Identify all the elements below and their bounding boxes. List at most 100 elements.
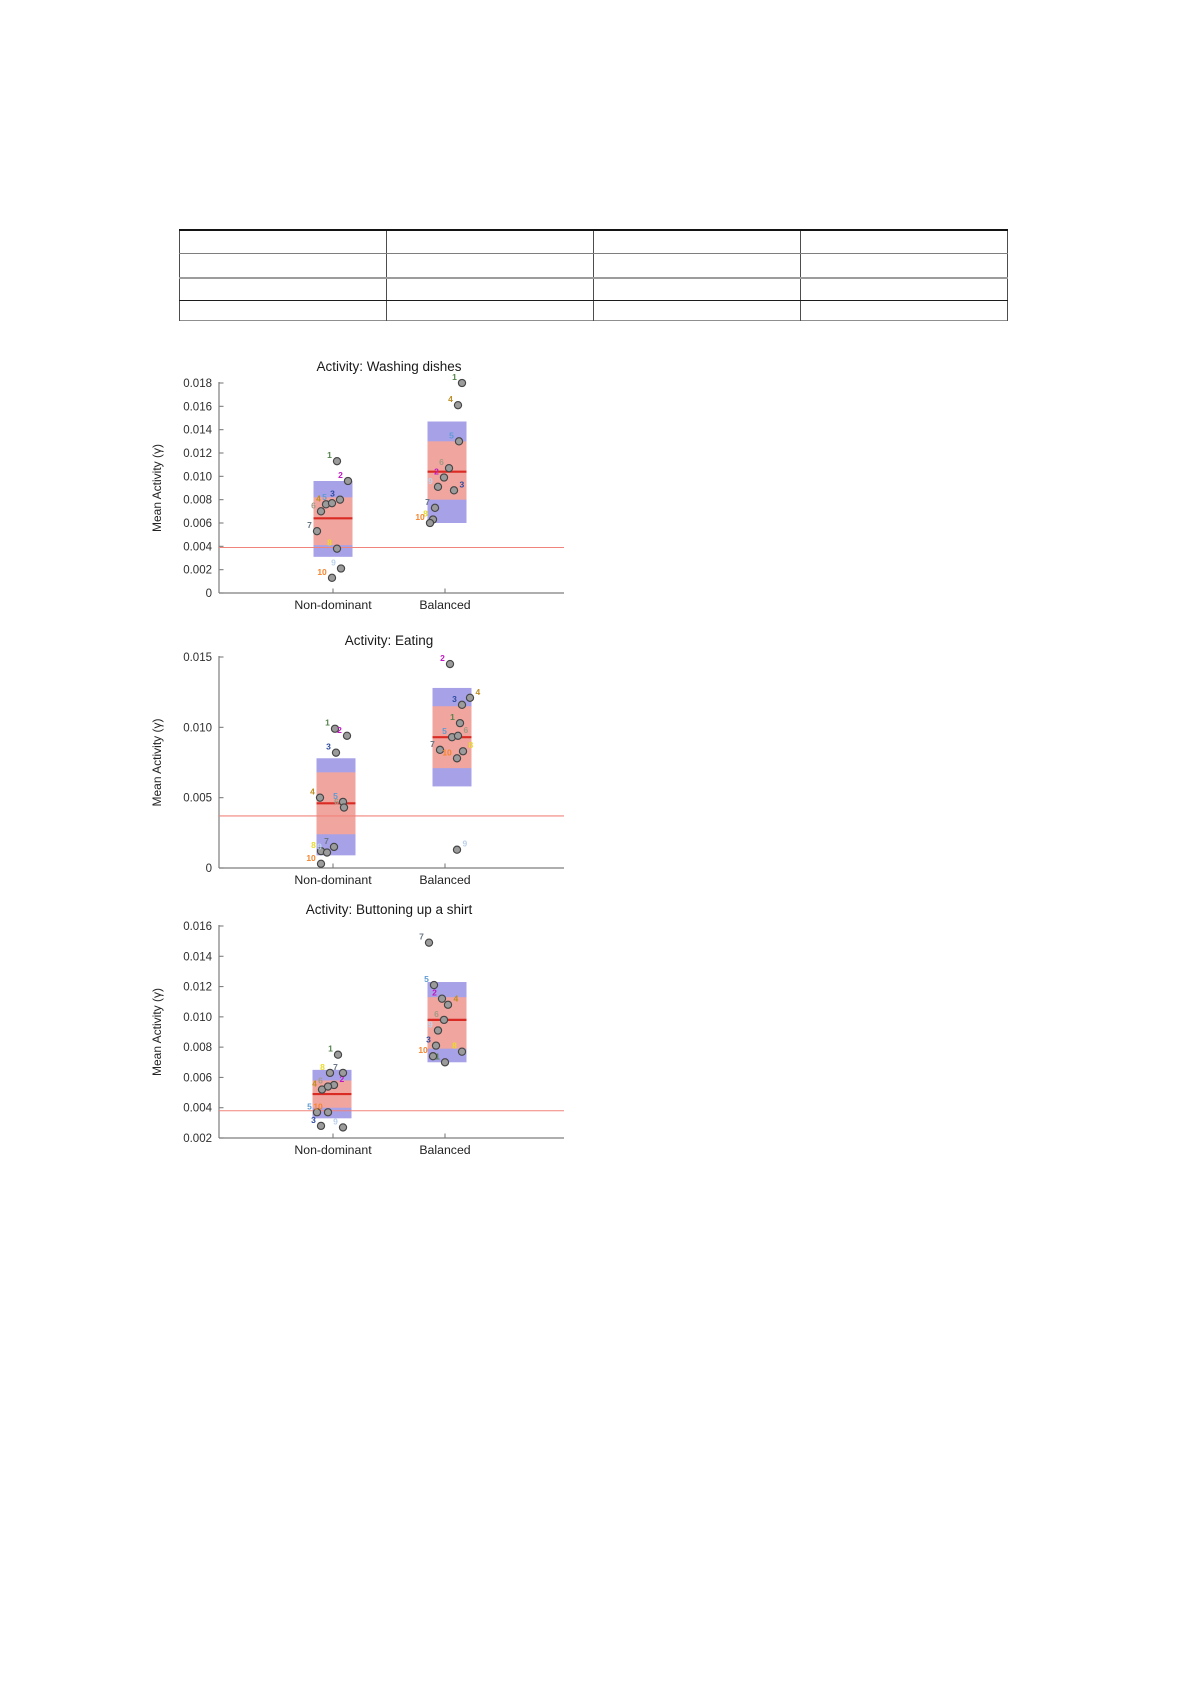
x-tick-label: Non-dominant <box>294 1143 372 1157</box>
y-tick-label: 0.012 <box>183 982 212 994</box>
subject-label: 2 <box>432 988 437 998</box>
subject-label: 10 <box>317 567 327 577</box>
data-point-subject-4 <box>315 793 325 802</box>
table-cell <box>179 253 387 279</box>
x-tick-label: Balanced <box>419 598 470 612</box>
data-point-subject-10 <box>327 573 337 583</box>
subject-label: 2 <box>440 653 445 663</box>
activity-chart-3: Activity: Buttoning up a shirt Mean Activ… <box>150 902 564 1157</box>
subject-label: 5 <box>424 974 429 984</box>
activity-chart-2: Activity: Eating Mean Activity (γ) 0 0.005 0… <box>150 633 564 887</box>
subject-label: 7 <box>324 836 329 846</box>
subject-label: 5 <box>322 492 327 502</box>
data-point-subject-8 <box>457 1047 467 1056</box>
data-point-subject-8 <box>325 1068 335 1078</box>
subject-label: 4 <box>310 787 315 797</box>
data-point-subject-2 <box>342 731 352 740</box>
data-point-subject-1 <box>333 1050 343 1059</box>
subject-label: 7 <box>307 520 312 530</box>
data-point-subject-3 <box>449 486 459 495</box>
x-tick-label: Non-dominant <box>294 873 372 887</box>
table-cell <box>386 253 594 279</box>
table-cell <box>593 253 801 279</box>
data-point-subject-5 <box>327 498 337 508</box>
table-cell <box>800 278 1008 301</box>
subject-label: 1 <box>450 712 455 722</box>
y-tick-label: 0.010 <box>183 471 212 483</box>
data-point-subject-3 <box>316 1121 326 1131</box>
data-point-subject-1 <box>457 378 467 388</box>
data-point-subject-6 <box>444 463 454 473</box>
subject-label: 2 <box>338 470 343 480</box>
data-point-subject-2 <box>437 994 447 1003</box>
y-tick-label: 0.015 <box>183 652 212 664</box>
subject-label: 3 <box>330 489 335 499</box>
table-row <box>179 278 1008 301</box>
data-point-subject-2 <box>343 476 353 486</box>
data-point-subject-7 <box>312 526 322 536</box>
table-cell <box>386 230 594 254</box>
table-row <box>179 230 1008 254</box>
table-row <box>179 253 1008 279</box>
y-axis-title: Mean Activity (γ) <box>150 718 164 806</box>
table-cell <box>800 253 1008 279</box>
subject-label: 9 <box>333 1116 338 1126</box>
data-point-subject-3 <box>457 700 467 710</box>
subject-label: 9 <box>428 476 433 486</box>
x-tick-label: Balanced <box>419 1143 470 1157</box>
table-cell <box>593 300 801 321</box>
y-tick-label: 0.005 <box>183 793 212 805</box>
subject-label: 6 <box>434 1009 439 1019</box>
subject-label: 8 <box>320 1062 325 1072</box>
subject-label: 1 <box>327 450 332 460</box>
data-point-subject-9 <box>433 1026 443 1035</box>
table-cell <box>179 230 387 254</box>
y-tick-label: 0.016 <box>183 921 212 933</box>
subject-label: 4 <box>316 493 321 503</box>
subject-label: 9 <box>428 1019 433 1029</box>
data-point-subject-4 <box>465 693 475 702</box>
data-point-subject-3 <box>431 1041 441 1050</box>
y-axis-title: Mean Activity (γ) <box>150 444 164 532</box>
subject-label: 1 <box>325 718 330 728</box>
data-point-subject-7 <box>435 745 445 755</box>
data-point-subject-1 <box>330 724 340 733</box>
table-cell <box>593 230 801 254</box>
data-point-subject-6 <box>453 731 463 740</box>
subject-label: 5 <box>307 1101 312 1111</box>
subject-label: 10 <box>306 853 316 863</box>
y-tick-label: 0.010 <box>183 1012 212 1024</box>
data-point-subject-5 <box>454 437 464 446</box>
subject-label: 8 <box>423 509 428 519</box>
data-point-subject-3 <box>331 748 341 757</box>
chart-title: Activity: Eating <box>345 633 434 648</box>
subject-label: 6 <box>464 725 469 735</box>
data-point-subject-2 <box>439 473 449 482</box>
subject-label: 2 <box>337 725 342 735</box>
data-point-subject-4 <box>443 1000 453 1009</box>
subject-label: 1 <box>328 1044 333 1054</box>
subject-label: 7 <box>425 497 430 507</box>
data-point-subject-7 <box>338 1068 348 1078</box>
subject-label: 6 <box>439 457 444 467</box>
data-point-subject-9 <box>433 482 443 492</box>
y-tick-label: 0.016 <box>183 401 212 413</box>
subject-label: 3 <box>311 1115 316 1125</box>
subject-label: 4 <box>448 394 453 404</box>
subject-label: 9 <box>331 558 336 568</box>
data-point-subject-6 <box>316 507 326 516</box>
table-cell <box>800 230 1008 254</box>
data-point-subject-7 <box>329 842 339 852</box>
subject-label: 10 <box>313 1101 323 1111</box>
subject-label: 4 <box>476 687 481 697</box>
table-row <box>179 300 1008 321</box>
empty-table-body <box>179 230 1008 321</box>
table-cell <box>386 278 594 301</box>
data-point-subject-3 <box>335 495 345 504</box>
subject-label: 3 <box>326 742 331 752</box>
data-point-subject-10 <box>323 1108 333 1117</box>
data-point-subject-1 <box>455 718 465 728</box>
subject-label: 8 <box>452 1041 457 1051</box>
chart-title: Activity: Washing dishes <box>316 359 461 374</box>
